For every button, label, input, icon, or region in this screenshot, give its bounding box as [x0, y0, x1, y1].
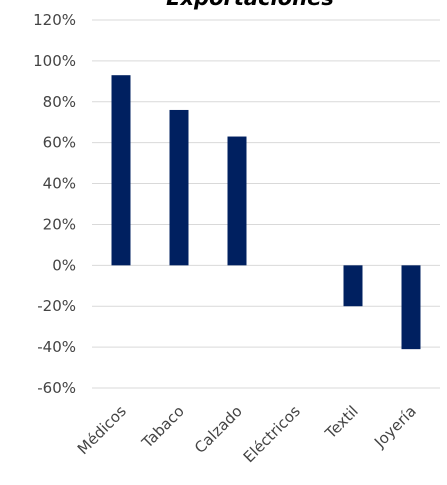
x-category-label: Eléctricos: [240, 402, 304, 466]
x-category-label: Calzado: [191, 402, 246, 457]
chart-title: Exportaciones: [166, 0, 334, 10]
y-tick-label: -40%: [37, 338, 76, 356]
bar-3: [227, 136, 247, 266]
x-category-label: Tabaco: [138, 402, 188, 452]
x-category-label: Médicos: [74, 402, 130, 458]
gridlines: [92, 19, 440, 389]
y-tick-label: 120%: [33, 11, 76, 29]
y-tick-label: -20%: [37, 297, 76, 315]
bars: [111, 75, 421, 350]
y-tick-label: -60%: [37, 379, 76, 397]
y-tick-label: 20%: [43, 215, 76, 233]
y-tick-label: 80%: [43, 93, 76, 111]
x-category-label: Textil: [321, 402, 362, 443]
x-category-label: Joyería: [370, 402, 420, 452]
y-tick-label: 40%: [43, 175, 76, 193]
y-tick-label: 60%: [43, 134, 76, 152]
y-tick-label: 0%: [52, 256, 76, 274]
y-tick-label: 100%: [33, 52, 76, 70]
y-axis-tick-labels: 120% 100% 80% 60% 40% 20% 0% -20% -40% -60%: [33, 11, 76, 397]
bar-2: [169, 109, 189, 266]
bar-5: [343, 265, 363, 307]
bar-6: [401, 265, 421, 350]
bar-1: [111, 75, 131, 266]
